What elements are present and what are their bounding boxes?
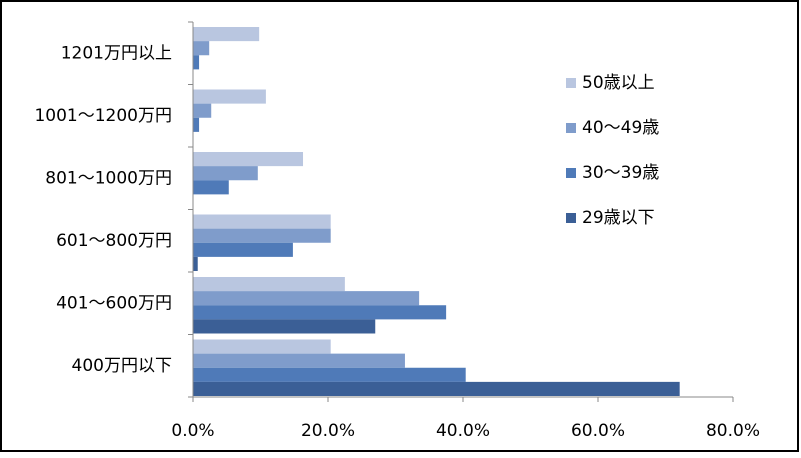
legend-label: 30～39歳 [582, 163, 659, 183]
bar [193, 291, 420, 306]
legend-label: 29歳以下 [582, 208, 655, 228]
legend-swatch [566, 123, 576, 133]
bar [193, 152, 304, 167]
x-tick-label: 0.0% [171, 421, 214, 441]
y-tick-label: 1001～1200万円 [34, 106, 172, 126]
bar [193, 214, 331, 229]
x-tick-label: 80.0% [706, 421, 760, 441]
bar [193, 381, 680, 396]
bar [193, 117, 200, 132]
bar [193, 367, 466, 382]
legend-swatch [566, 168, 576, 178]
bar [193, 180, 229, 195]
legend-swatch [566, 78, 576, 88]
bar [193, 89, 266, 104]
bar [193, 166, 258, 181]
y-tick-label: 601～800万円 [56, 231, 172, 251]
bar [193, 27, 260, 42]
legend-swatch [566, 213, 576, 223]
x-tick-label: 20.0% [301, 421, 355, 441]
x-tick-label: 40.0% [436, 421, 490, 441]
bar [193, 242, 293, 257]
bar [193, 256, 198, 271]
y-tick-label: 401～600万円 [56, 293, 172, 313]
bar [193, 319, 376, 334]
y-tick-label: 801～1000万円 [45, 168, 172, 188]
legend-label: 50歳以上 [582, 73, 655, 93]
y-tick-label: 1201万円以上 [61, 43, 172, 63]
x-tick-label: 60.0% [571, 421, 625, 441]
bar [193, 339, 331, 354]
bar [193, 228, 331, 243]
bar [193, 305, 447, 320]
legend-label: 40～49歳 [582, 118, 659, 138]
bar [193, 103, 212, 118]
bar [193, 277, 345, 292]
bar [193, 353, 405, 368]
y-tick-label: 400万円以下 [72, 356, 172, 376]
bar [193, 41, 210, 56]
bar [193, 55, 200, 70]
